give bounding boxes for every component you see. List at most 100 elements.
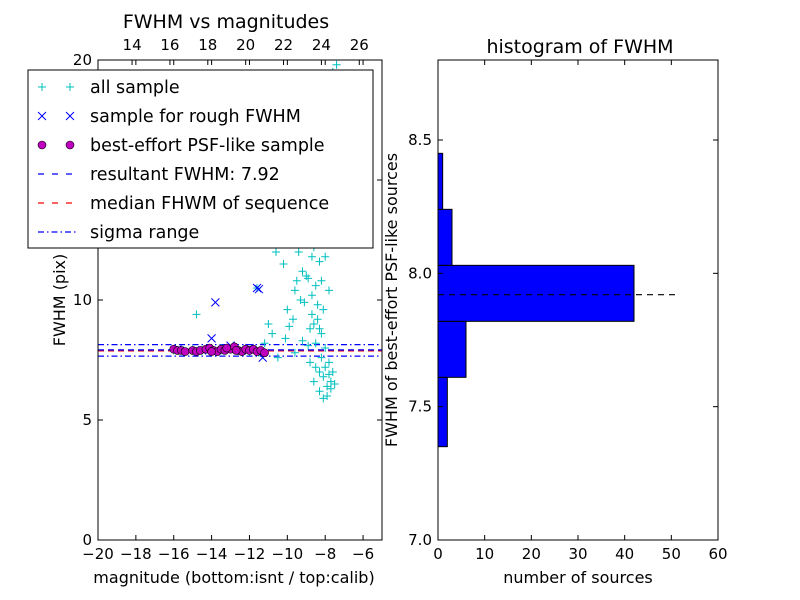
legend-marker [66,83,74,91]
data-point [311,339,320,348]
histogram-y-axis-label: FWHM of best-effort PSF-like sources [382,153,401,447]
data-point [290,348,299,357]
data-point [323,392,332,400]
data-point [307,310,316,319]
data-point [260,348,269,358]
data-point [315,324,324,333]
data-point [307,252,316,261]
data-point [315,387,324,396]
data-point [319,372,328,381]
histogram-plot-area [437,152,676,448]
histogram-ticks: 0 10 20 30 40 50 60 7.0 7.5 8.0 8.5 [408,60,728,563]
data-point [330,380,339,388]
y-tick-label: 7.0 [408,531,432,549]
data-point [317,353,326,362]
legend-label: sample for rough FWHM [90,107,301,127]
data-point [292,276,301,285]
data-point [326,384,335,393]
histogram-panel: 0 10 20 30 40 50 60 7.0 7.5 8.0 8.5 histogram of F… [382,36,728,587]
data-point [211,298,220,307]
data-point [324,370,333,379]
histogram-x-axis-label: number of sources [503,568,653,587]
legend-marker [37,140,47,150]
y-tick-label: 5 [82,411,92,429]
legend-label: resultant FWHM: 7.92 [90,165,280,185]
legend-entry: resultant FWHM: 7.92 [38,165,280,185]
scatter-ticks: −20 −18 −16 −14 −12 −10 −8 −6 14 16 18 20 22 24 26 0 5 10… [73,36,382,563]
data-point [317,329,326,338]
x-tick-label: −18 [120,545,152,563]
data-point [311,363,320,372]
series-3 [169,342,269,358]
data-point [302,272,311,280]
data-point [309,320,318,328]
data-point [321,344,330,352]
data-point [315,368,324,376]
x-tick-label: −10 [272,545,304,563]
legend-marker [65,111,75,121]
y-tick-label: 7.5 [408,398,432,416]
legend-marker [38,83,46,91]
data-point [315,257,324,266]
data-point [296,296,305,304]
data-point [283,305,292,314]
scatter-title: FWHM vs magnitudes [123,11,329,33]
data-point [332,60,341,69]
legend-label: sigma range [90,223,199,243]
x-tick-label: −6 [352,545,374,563]
histogram-bar [437,376,448,448]
y-tick-label: 20 [73,51,92,69]
histogram-bar [437,320,467,378]
data-point [279,260,288,268]
data-point [298,336,307,345]
x-tick-label: 10 [475,545,494,563]
data-point [268,329,277,338]
y-tick-label: 10 [73,291,92,309]
data-point [317,276,326,285]
top-x-tick-label: 24 [312,36,331,54]
legend-entry: sigma range [38,223,199,243]
legend-entry: sample for rough FWHM [37,107,301,127]
legend-entry: median FHWM of sequence [38,194,329,214]
data-point [285,322,294,331]
data-point [290,286,299,295]
top-x-tick-label: 14 [123,36,142,54]
x-tick-label: 60 [708,545,727,563]
data-point [294,248,303,256]
scatter-legend: all sample sample for rough FWHM best-effo… [27,69,374,249]
top-x-tick-label: 22 [274,36,293,54]
top-x-tick-label: 18 [198,36,217,54]
histogram-bar [437,208,453,266]
legend-label: best-effort PSF-like sample [90,136,325,156]
x-tick-label: 30 [568,545,587,563]
data-point [273,353,282,362]
legend-box [27,69,374,249]
data-point [321,363,330,372]
legend-label: all sample [90,78,180,98]
data-point [192,310,201,319]
data-point [281,334,290,343]
data-point [231,346,241,355]
x-tick-label: −14 [196,545,228,563]
data-point [324,358,333,367]
legend-entry: best-effort PSF-like sample [37,136,325,156]
data-point [307,291,316,300]
legend-marker [65,140,75,150]
top-x-tick-label: 20 [236,36,255,54]
data-point [306,324,315,333]
legend-entry: all sample [38,78,180,98]
data-point [254,284,264,294]
data-point [319,305,328,314]
x-tick-label: −8 [314,545,336,563]
y-tick-label: 0 [82,531,92,549]
data-point [271,248,280,256]
top-x-tick-label: 26 [350,36,369,54]
data-point [180,347,190,356]
x-tick-label: −12 [234,545,266,563]
histogram-bar [437,152,444,210]
histogram-title: histogram of FWHM [486,36,673,58]
x-tick-label: −16 [158,545,190,563]
legend-label: median FHWM of sequence [90,194,329,214]
data-point [298,267,307,276]
